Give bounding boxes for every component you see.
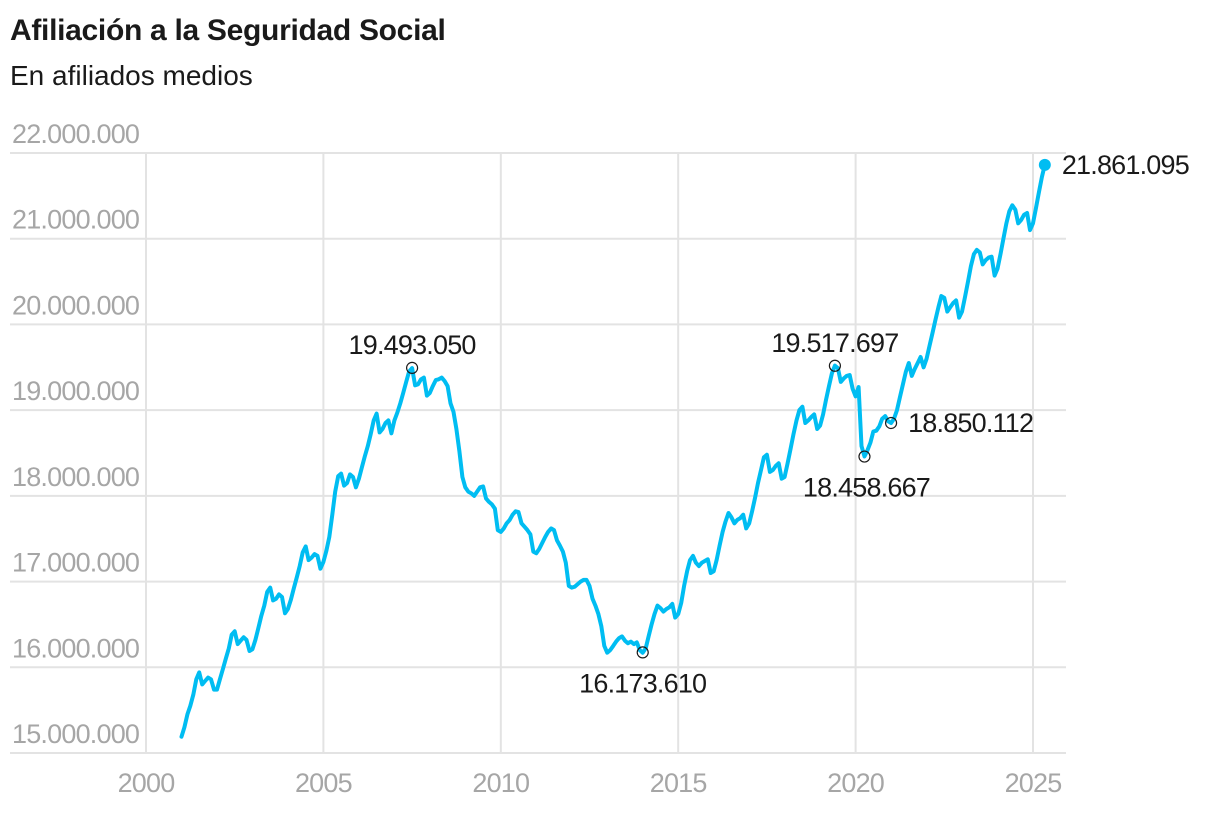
- y-tick-label: 17.000.000: [12, 548, 139, 578]
- y-tick-label: 21.000.000: [12, 205, 139, 235]
- chart-title: Afiliación a la Seguridad Social: [10, 14, 446, 47]
- y-tick-label: 16.000.000: [12, 633, 139, 663]
- x-tick-label: 2020: [827, 768, 884, 798]
- x-tick-label: 2005: [295, 768, 352, 798]
- x-tick-label: 2025: [1005, 768, 1062, 798]
- annotation-label: 21.861.095: [1062, 150, 1189, 180]
- x-gridlines: [145, 153, 1034, 753]
- chart-subtitle: En afiliados medios: [10, 60, 253, 91]
- annotation-label: 18.850.112: [908, 408, 1033, 438]
- annotation-marker: [406, 361, 419, 374]
- annotation-label: 19.493.050: [349, 330, 476, 360]
- annotation-marker: [884, 416, 898, 430]
- x-axis-labels: 2000 2005 2010 2015 2020 2025: [118, 768, 1063, 798]
- annotations: 19.493.050 16.173.610 19.517.697 18.458.667…: [349, 150, 1190, 698]
- y-tick-label: 18.000.000: [12, 462, 139, 492]
- x-tick-label: 2000: [118, 768, 175, 798]
- annotation-label: 16.173.610: [579, 668, 706, 698]
- y-tick-label: 22.000.000: [12, 119, 139, 149]
- annotation-marker: [636, 646, 649, 659]
- annotation-label: 19.517.697: [771, 328, 898, 358]
- annotation-marker: [828, 359, 842, 372]
- annotation-label: 18.458.667: [803, 473, 930, 503]
- series-line-afiliados: [179, 162, 1047, 739]
- y-axis-labels: 15.000.000 16.000.000 17.000.000 18.000.000…: [12, 119, 140, 749]
- x-tick-label: 2010: [472, 768, 529, 798]
- y-tick-label: 19.000.000: [12, 376, 139, 406]
- annotation-marker: [858, 450, 871, 463]
- y-tick-label: 15.000.000: [12, 719, 139, 749]
- x-tick-label: 2015: [650, 768, 707, 798]
- end-point-dot: [1038, 158, 1051, 171]
- y-tick-label: 20.000.000: [12, 290, 139, 320]
- y-gridlines: [10, 152, 1066, 754]
